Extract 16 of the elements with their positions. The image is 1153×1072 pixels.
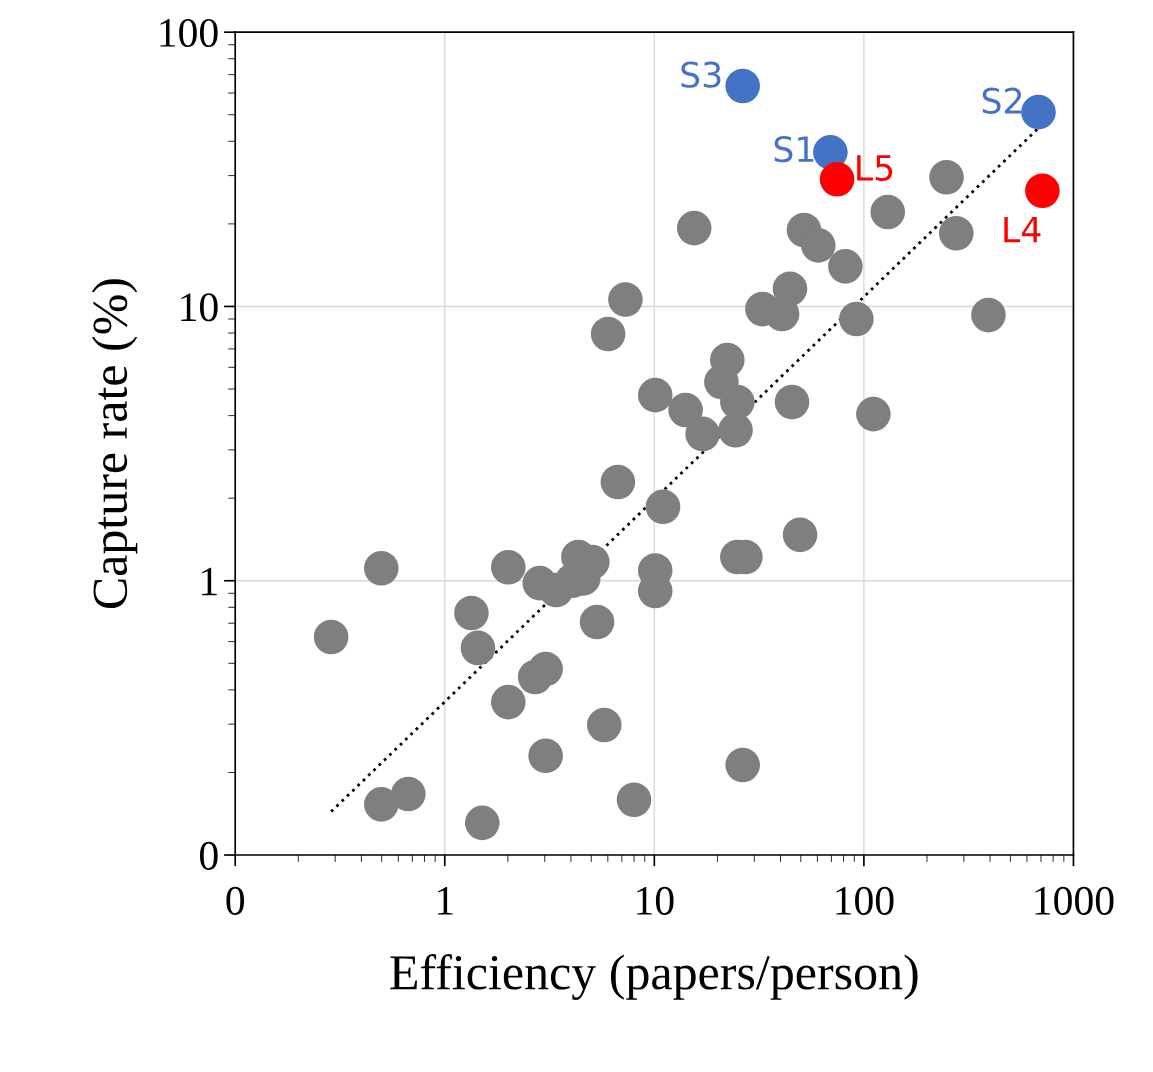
- series-label: S1: [774, 136, 814, 163]
- y-tick-label: 0: [200, 841, 218, 870]
- series-label: S2: [982, 87, 1022, 114]
- y-tick-label: 10: [181, 293, 218, 322]
- series-label: S3: [681, 61, 721, 88]
- y-axis-title: Capture rate (%): [91, 279, 138, 609]
- x-tick-label: 0: [226, 886, 245, 915]
- x-tick-label: 1000: [1035, 886, 1114, 915]
- series-label: L5: [857, 155, 893, 181]
- series-label: L4: [1004, 216, 1041, 243]
- x-tick-label: 100: [836, 886, 894, 915]
- y-tick-label: 1: [202, 567, 217, 596]
- x-axis-title: Efficiency (papers/person): [390, 953, 918, 1000]
- x-tick-label: 10: [637, 886, 674, 915]
- x-tick-label: 1: [438, 886, 453, 915]
- y-tick-label: 100: [160, 18, 218, 48]
